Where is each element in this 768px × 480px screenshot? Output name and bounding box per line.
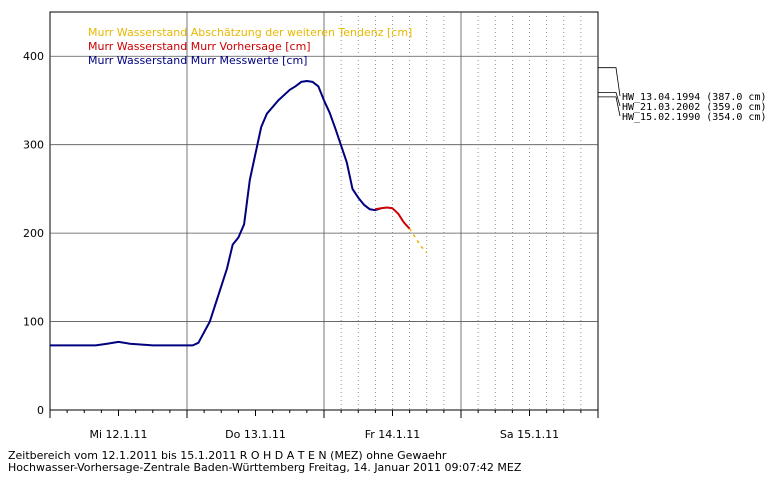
- series-line: [375, 206, 411, 230]
- y-tick-label: 0: [37, 404, 44, 417]
- y-tick-label: 200: [23, 227, 44, 240]
- hw-annotations: HW_13.04.1994 (387.0 cm)HW_21.03.2002 (3…: [598, 67, 767, 123]
- annotation-label: HW_15.02.1990 (354.0 cm): [622, 112, 767, 123]
- x-tick-label: Mi 12.1.11: [89, 428, 147, 441]
- annotation-leader: [598, 92, 621, 107]
- annotation-label: HW_13.04.1994 (387.0 cm): [622, 92, 767, 103]
- y-tick-label: 100: [23, 316, 44, 329]
- y-tick-label: 400: [23, 50, 44, 63]
- x-tick-label: Sa 15.1.11: [500, 428, 559, 441]
- legend: Murr Wasserstand Abschätzung der weitere…: [88, 26, 412, 67]
- series-layer: [50, 80, 428, 347]
- axis-layer: 0 100 200 300 400 Mi 12.1.11 Do 13.1.11 Fr 14.1…: [23, 50, 599, 441]
- legend-entry: Murr Wasserstand Abschätzung der weitere…: [88, 26, 412, 39]
- x-tick-label: Do 13.1.11: [225, 428, 286, 441]
- legend-entry: Murr Wasserstand Murr Messwerte [cm]: [88, 54, 307, 67]
- series-line: [408, 228, 428, 254]
- annotation-leader: [598, 96, 621, 117]
- footer-line-2: Hochwasser-Vorhersage-Zentrale Baden-Wür…: [8, 461, 522, 474]
- grid-layer: [50, 12, 598, 410]
- x-tick-label: Fr 14.1.11: [365, 428, 421, 441]
- legend-entry: Murr Wasserstand Murr Vorhersage [cm]: [88, 40, 311, 53]
- series-line: [50, 80, 382, 347]
- footer-line-1: Zeitbereich vom 12.1.2011 bis 15.1.2011 …: [8, 449, 447, 462]
- annotation-label: HW_21.03.2002 (359.0 cm): [622, 102, 767, 113]
- annotation-leader: [598, 67, 621, 97]
- y-tick-label: 300: [23, 139, 44, 152]
